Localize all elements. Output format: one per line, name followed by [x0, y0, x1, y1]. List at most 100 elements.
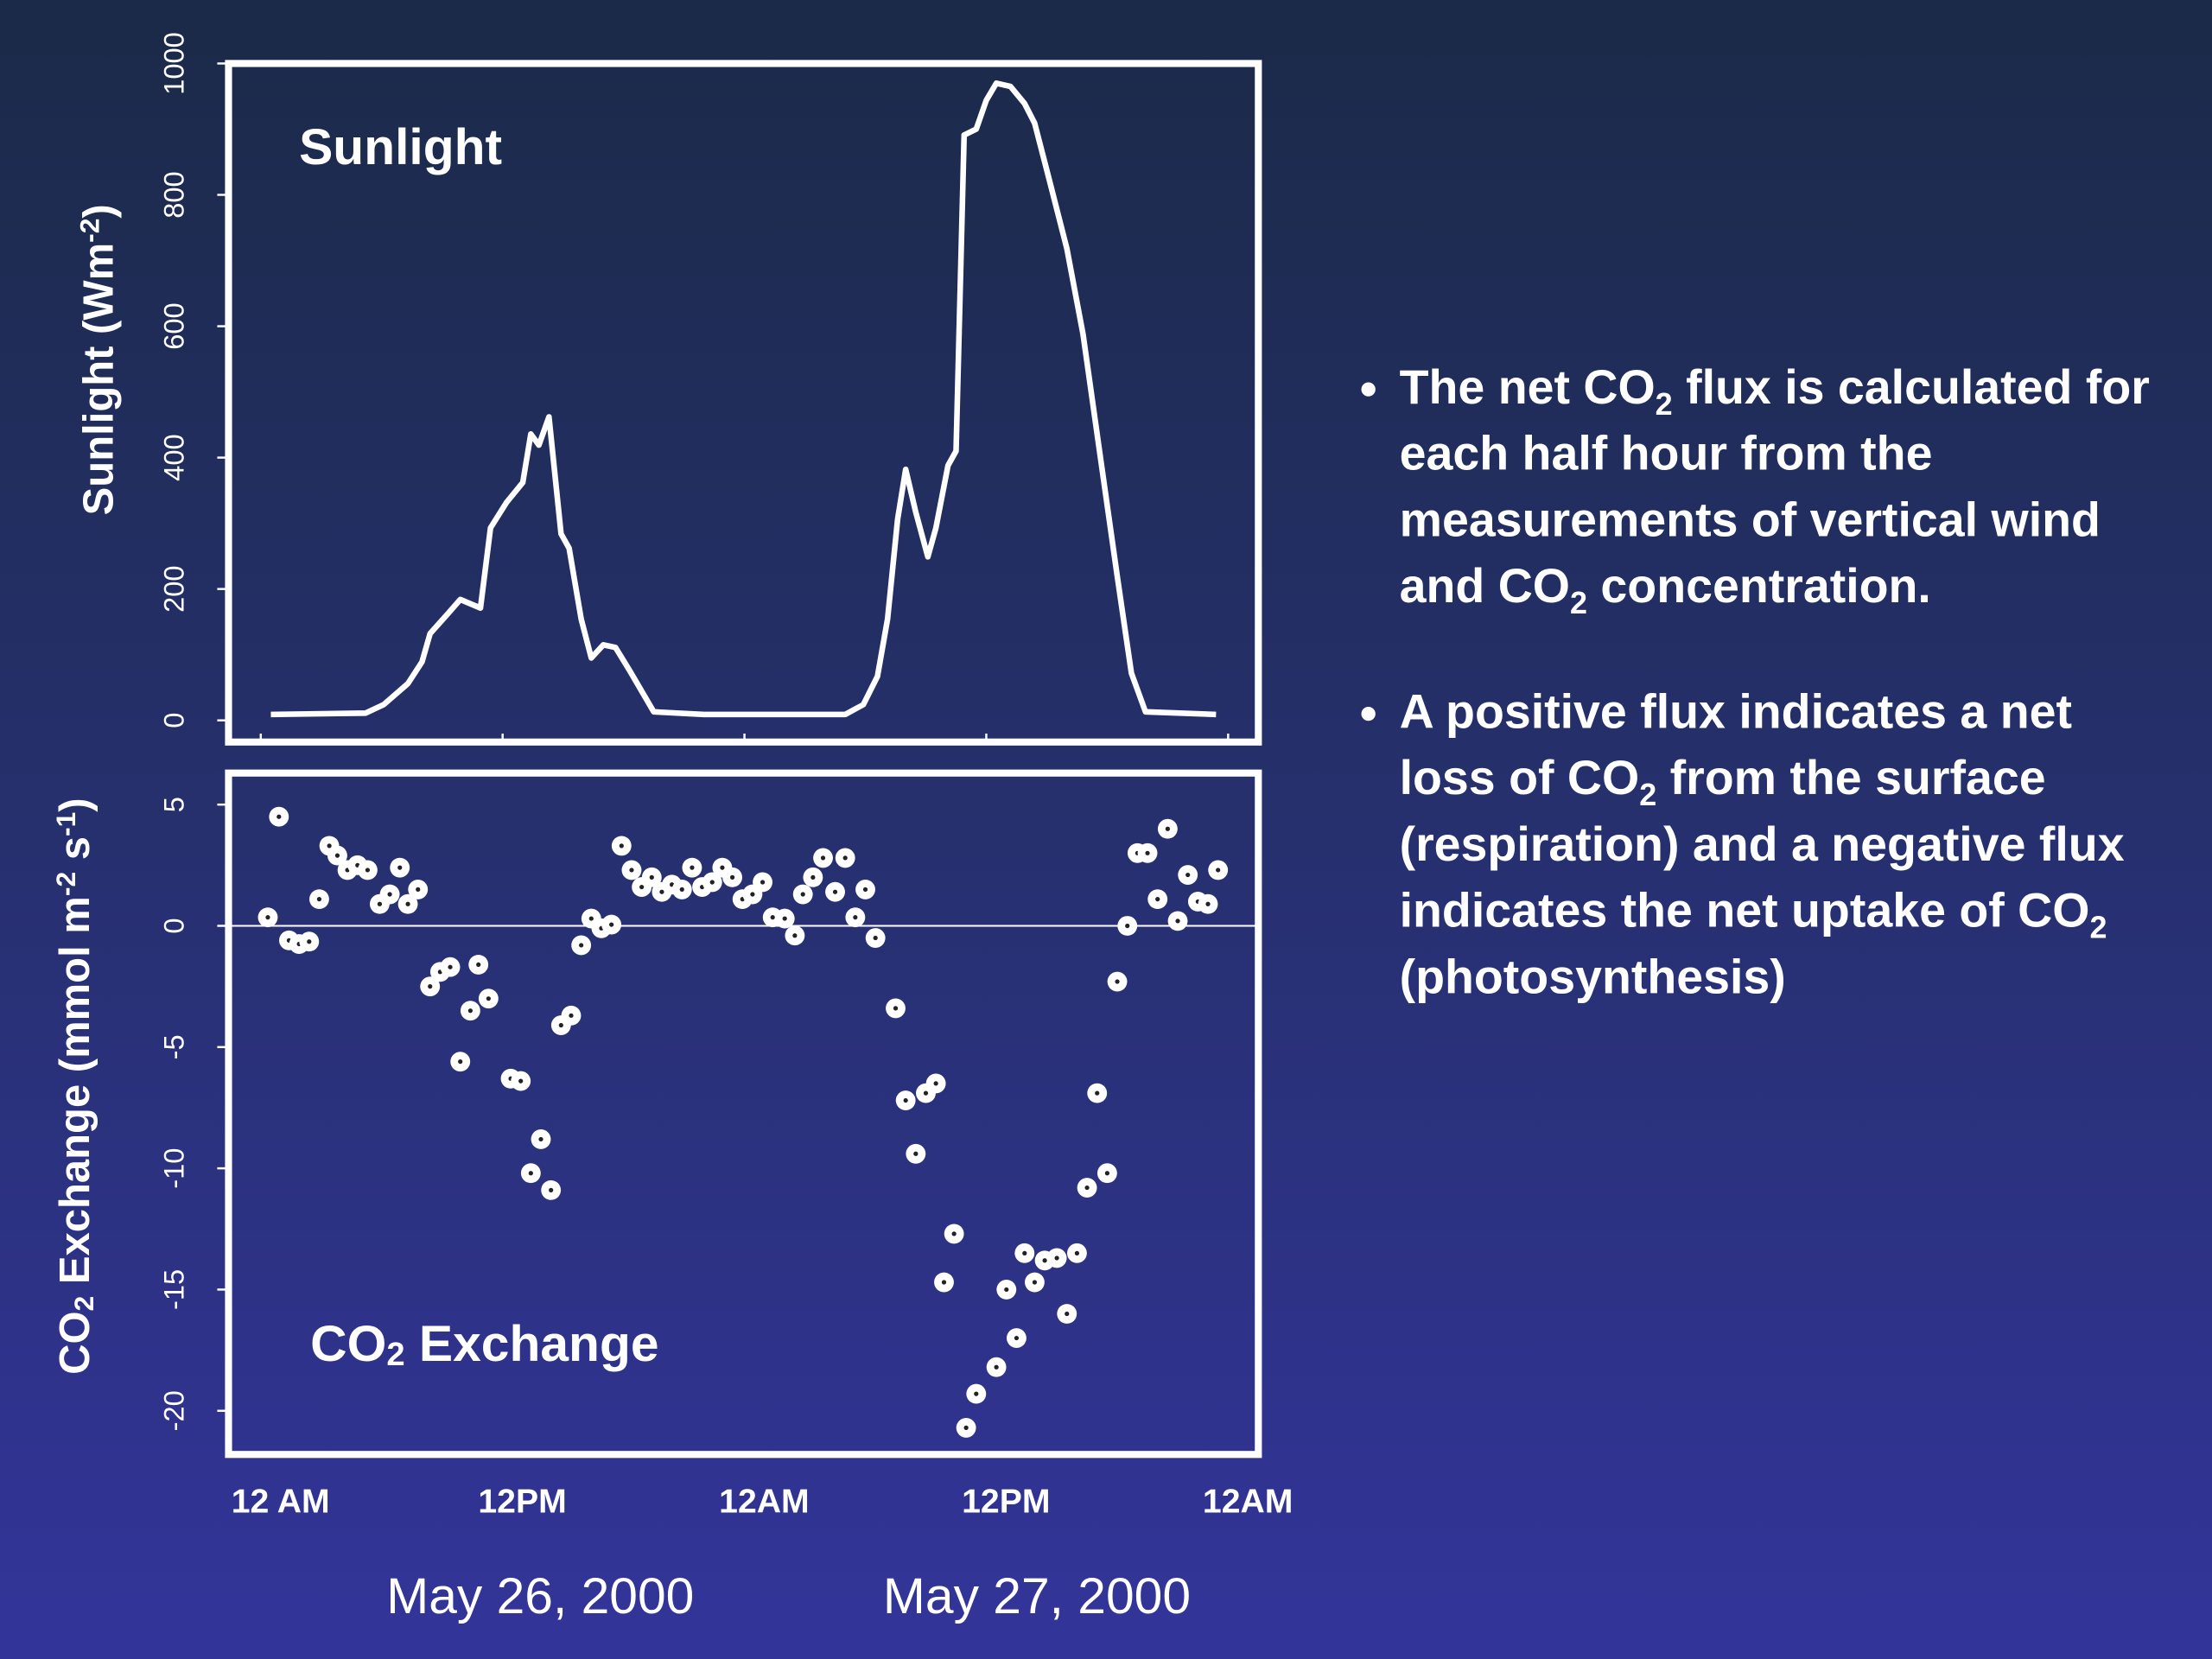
point [845, 907, 866, 928]
bullet-text: from the surface (respiration) and a neg… [1399, 752, 2125, 938]
point-center [770, 915, 775, 920]
point-center [387, 892, 392, 897]
point-center [913, 1151, 918, 1156]
bullet-text: 2 [1569, 585, 1587, 621]
y-tick-label: 5 [158, 797, 190, 812]
date-label: May 26, 2000 [386, 1568, 694, 1624]
point-center [729, 874, 735, 880]
point-center [1165, 826, 1170, 831]
point [641, 867, 662, 887]
point-center [709, 880, 715, 885]
point [390, 857, 410, 878]
text-run: -2 [74, 219, 105, 243]
bullets: The net CO 2 flux is calculated for each … [1340, 355, 2172, 1011]
y-axis-label: Sunlight (Wm-2) [74, 204, 123, 515]
point-center [820, 855, 826, 861]
point-center [873, 935, 878, 941]
point-center [528, 1171, 533, 1176]
point [825, 881, 845, 902]
point [621, 860, 642, 880]
point-center [405, 901, 410, 906]
panel-title: Sunlight [299, 119, 502, 175]
bullet-text: flux is calculated for each half hour fr… [1399, 360, 2150, 614]
point-center [518, 1078, 524, 1084]
bullet-text: 2 [2089, 910, 2107, 945]
point [520, 1163, 541, 1184]
point [397, 893, 418, 914]
point [571, 935, 592, 956]
point-center [1095, 1090, 1100, 1096]
point [966, 1383, 987, 1404]
point-center [1205, 901, 1211, 906]
point [886, 998, 906, 1019]
point [478, 988, 499, 1009]
text-run: s [52, 836, 99, 872]
point [299, 931, 320, 952]
point-center [832, 889, 838, 894]
point-center [458, 1059, 463, 1065]
point-center [842, 855, 848, 861]
point-center [1145, 850, 1150, 855]
point [408, 879, 429, 899]
x-tick-label: 12PM [478, 1484, 566, 1521]
point [1147, 889, 1168, 910]
point-center [1104, 1171, 1110, 1176]
point [269, 806, 289, 827]
point [855, 879, 875, 899]
y-tick-label: 0 [158, 918, 190, 933]
point-center [649, 874, 654, 880]
point [986, 1357, 1007, 1377]
point-center [377, 901, 383, 906]
point-center [486, 996, 491, 1001]
point-center [941, 1280, 947, 1285]
y-tick-label: 600 [158, 302, 190, 349]
point-center [994, 1364, 999, 1370]
point [722, 867, 743, 887]
point-center [1014, 1335, 1020, 1341]
point-center [893, 1006, 899, 1011]
point [996, 1280, 1017, 1300]
point [813, 848, 833, 868]
point-center [579, 943, 584, 948]
point-center [448, 964, 453, 969]
point [1167, 911, 1188, 931]
bullet-text: The net CO [1399, 360, 1656, 415]
point [785, 925, 805, 946]
point-center [862, 887, 868, 893]
point-center [1155, 897, 1160, 902]
point [671, 879, 692, 899]
point [1087, 1083, 1108, 1103]
point [1046, 1248, 1067, 1268]
plot-frame [225, 769, 1262, 1459]
point [1208, 860, 1229, 880]
text-run: CO [52, 1311, 99, 1374]
point-center [569, 1013, 574, 1018]
point [1117, 916, 1138, 936]
point-center [619, 843, 624, 849]
point [257, 907, 278, 928]
point-center [679, 887, 684, 893]
bullet-text: (photosynthesis) [1399, 950, 1786, 1005]
point-center [397, 865, 403, 870]
point-center [760, 880, 766, 885]
point [561, 1005, 582, 1026]
text-run: Exchange [405, 1316, 659, 1372]
text-run: Exchange (mmol m [52, 896, 99, 1296]
text-run: ) [75, 204, 122, 218]
point [1107, 971, 1128, 992]
point-center [792, 933, 798, 938]
point [774, 908, 795, 929]
point-center [265, 915, 270, 920]
point-center [720, 865, 725, 870]
text-run: ) [52, 798, 99, 811]
point-center [1022, 1250, 1027, 1255]
point-center [558, 1022, 563, 1028]
point-center [428, 984, 433, 989]
point [702, 872, 722, 893]
point-center [1185, 872, 1191, 878]
bullet-box: The net CO 2 flux is calculated for each … [1340, 355, 2172, 1287]
point-center [750, 892, 755, 897]
y-tick-label: 200 [158, 565, 190, 612]
y-axis-label: CO2 Exchange (mmol m-2 s-1) [50, 798, 99, 1375]
point-center [476, 962, 481, 968]
